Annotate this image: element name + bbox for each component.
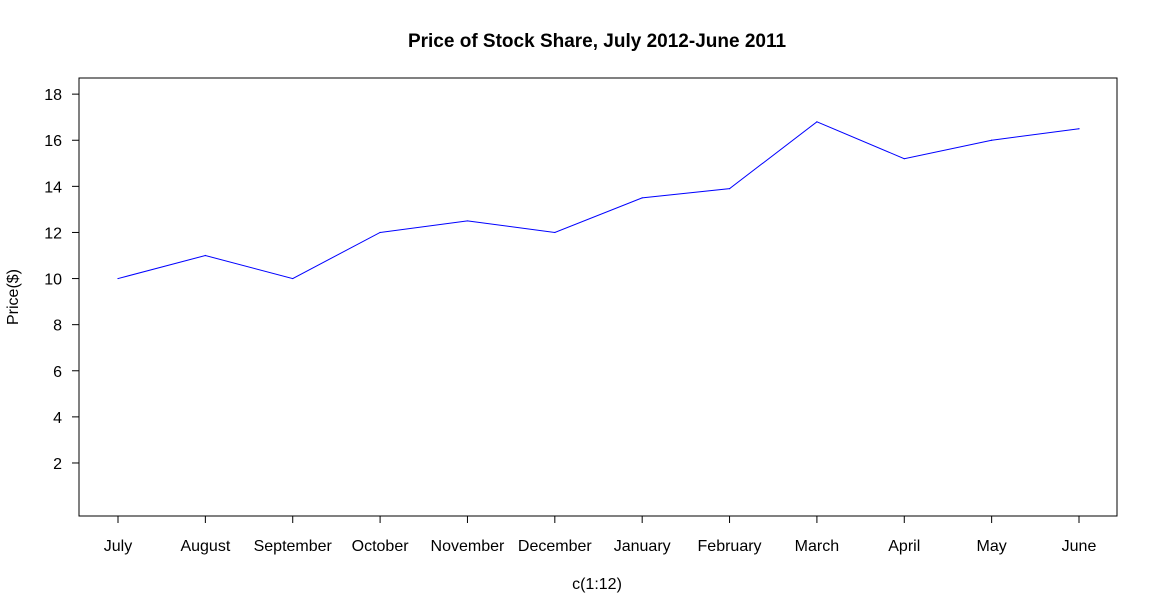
x-tick-label: December xyxy=(518,538,592,555)
series-layer xyxy=(117,121,1080,280)
data-point xyxy=(728,188,731,190)
x-tick-label: August xyxy=(180,538,230,555)
y-tick-label: 16 xyxy=(44,133,62,150)
y-tick-label: 2 xyxy=(53,456,62,473)
x-tick-label: November xyxy=(431,538,505,555)
x-tick-label: March xyxy=(795,538,839,555)
data-point xyxy=(554,231,556,234)
y-tick-label: 6 xyxy=(53,364,62,381)
series-line xyxy=(117,121,1080,280)
x-tick-label: June xyxy=(1062,538,1097,555)
x-tick-label: July xyxy=(104,538,132,555)
data-point xyxy=(292,277,294,280)
x-tick-label: October xyxy=(352,538,410,555)
y-tick-label: 4 xyxy=(53,410,62,427)
data-point xyxy=(903,158,905,160)
data-point xyxy=(204,254,206,257)
y-axis-label: Price($) xyxy=(5,269,22,325)
x-tick-label: September xyxy=(254,538,333,555)
data-point xyxy=(117,277,119,280)
data-point xyxy=(379,231,381,234)
y-tick-label: 8 xyxy=(53,318,62,335)
chart-title: Price of Stock Share, July 2012-June 201… xyxy=(408,31,787,52)
y-tick-label: 10 xyxy=(44,272,62,289)
y-tick-label: 12 xyxy=(44,225,62,242)
x-tick-label: April xyxy=(888,538,920,555)
x-tick-label: February xyxy=(698,538,762,555)
y-axis: 2 4 6 8 10 12 14 16 18 xyxy=(44,87,80,473)
data-point xyxy=(991,139,993,141)
x-axis: July August September October November Decemb… xyxy=(104,515,1097,555)
data-point xyxy=(816,121,818,123)
data-point xyxy=(466,220,469,222)
y-tick-label: 14 xyxy=(44,179,62,196)
plot-frame xyxy=(78,77,1118,517)
x-axis-label: c(1:12) xyxy=(572,576,622,593)
data-point xyxy=(1078,128,1080,130)
x-tick-label: January xyxy=(614,538,671,555)
y-tick-label: 18 xyxy=(44,87,62,104)
data-point xyxy=(641,197,643,199)
x-tick-label: May xyxy=(977,538,1007,555)
